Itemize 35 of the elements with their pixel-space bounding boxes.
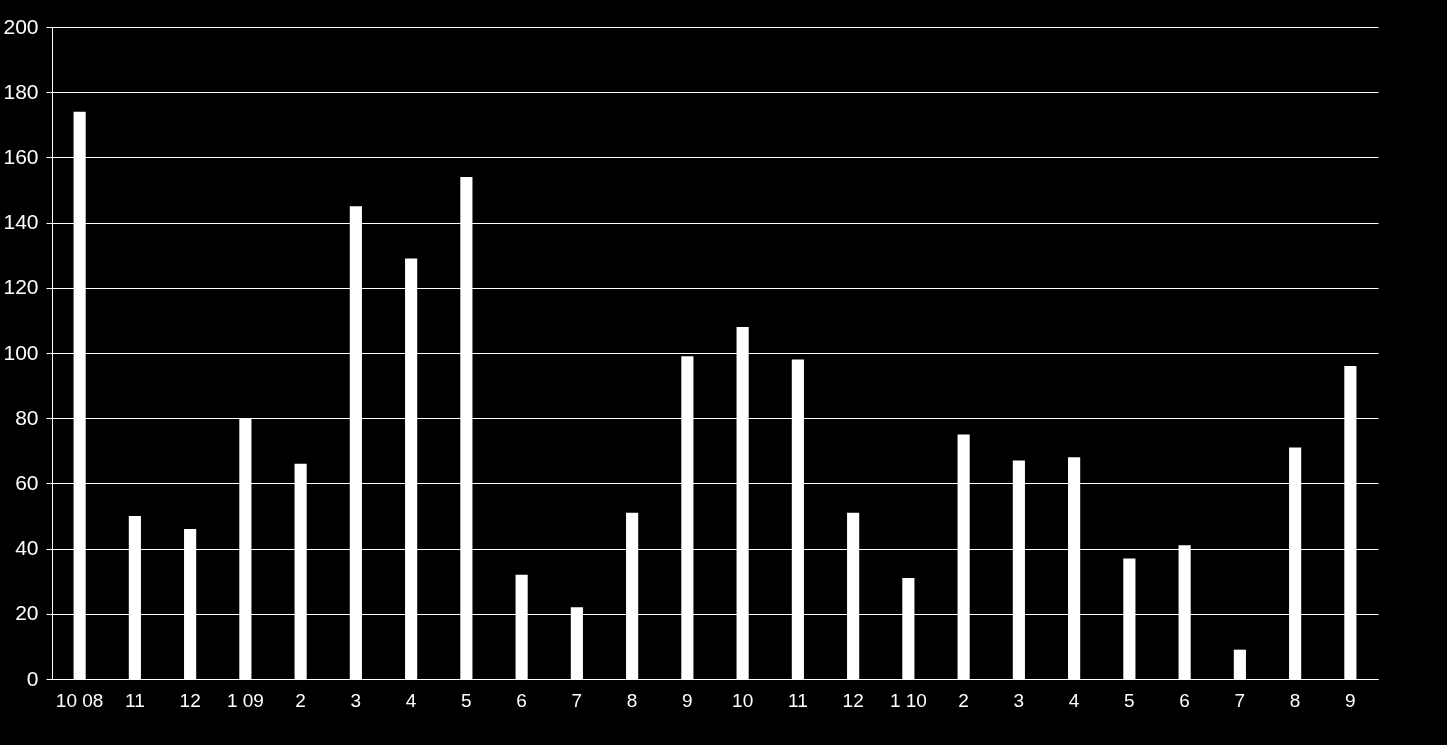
x-tick-label: 8 (626, 689, 638, 711)
x-tick-label: 1 10 (889, 689, 927, 711)
x-tick-label: 12 (842, 689, 864, 711)
x-tick-label: 11 (125, 689, 145, 711)
x-tick-label: 3 (350, 689, 362, 711)
y-tick-label: 200 (3, 14, 39, 38)
y-tick-label: 160 (3, 144, 39, 168)
x-tick-label: 6 (1179, 689, 1190, 711)
x-tick-label: 2 (295, 689, 306, 711)
x-tick-label: 11 (788, 689, 808, 711)
y-tick-label: 180 (3, 79, 39, 103)
y-tick-label: 40 (15, 536, 39, 560)
y-tick-label: 100 (3, 340, 39, 364)
y-tick-label: 0 (26, 666, 39, 690)
y-tick-label: 20 (15, 601, 39, 625)
x-tick-label: 4 (1068, 689, 1080, 711)
x-tick-label: 9 (1345, 689, 1356, 711)
y-tick-label: 140 (3, 210, 39, 234)
x-tick-label: 10 (732, 689, 754, 711)
x-tick-label: 10 08 (55, 689, 104, 711)
y-tick-label: 80 (15, 405, 39, 429)
x-tick-label: 7 (571, 689, 583, 711)
x-tick-label: 4 (405, 689, 417, 711)
x-tick-label: 7 (1234, 689, 1246, 711)
x-tick-label: 1 09 (226, 689, 264, 711)
y-tick-label: 60 (15, 470, 39, 494)
x-tick-label: 12 (179, 689, 201, 711)
x-tick-label: 5 (1124, 689, 1135, 711)
y-tick-label: 120 (3, 275, 39, 299)
x-tick-label: 9 (682, 689, 693, 711)
x-tick-label: 8 (1289, 689, 1301, 711)
x-tick-label: 6 (516, 689, 527, 711)
x-tick-label: 3 (1013, 689, 1025, 711)
x-tick-label: 2 (958, 689, 969, 711)
x-tick-label: 5 (461, 689, 472, 711)
